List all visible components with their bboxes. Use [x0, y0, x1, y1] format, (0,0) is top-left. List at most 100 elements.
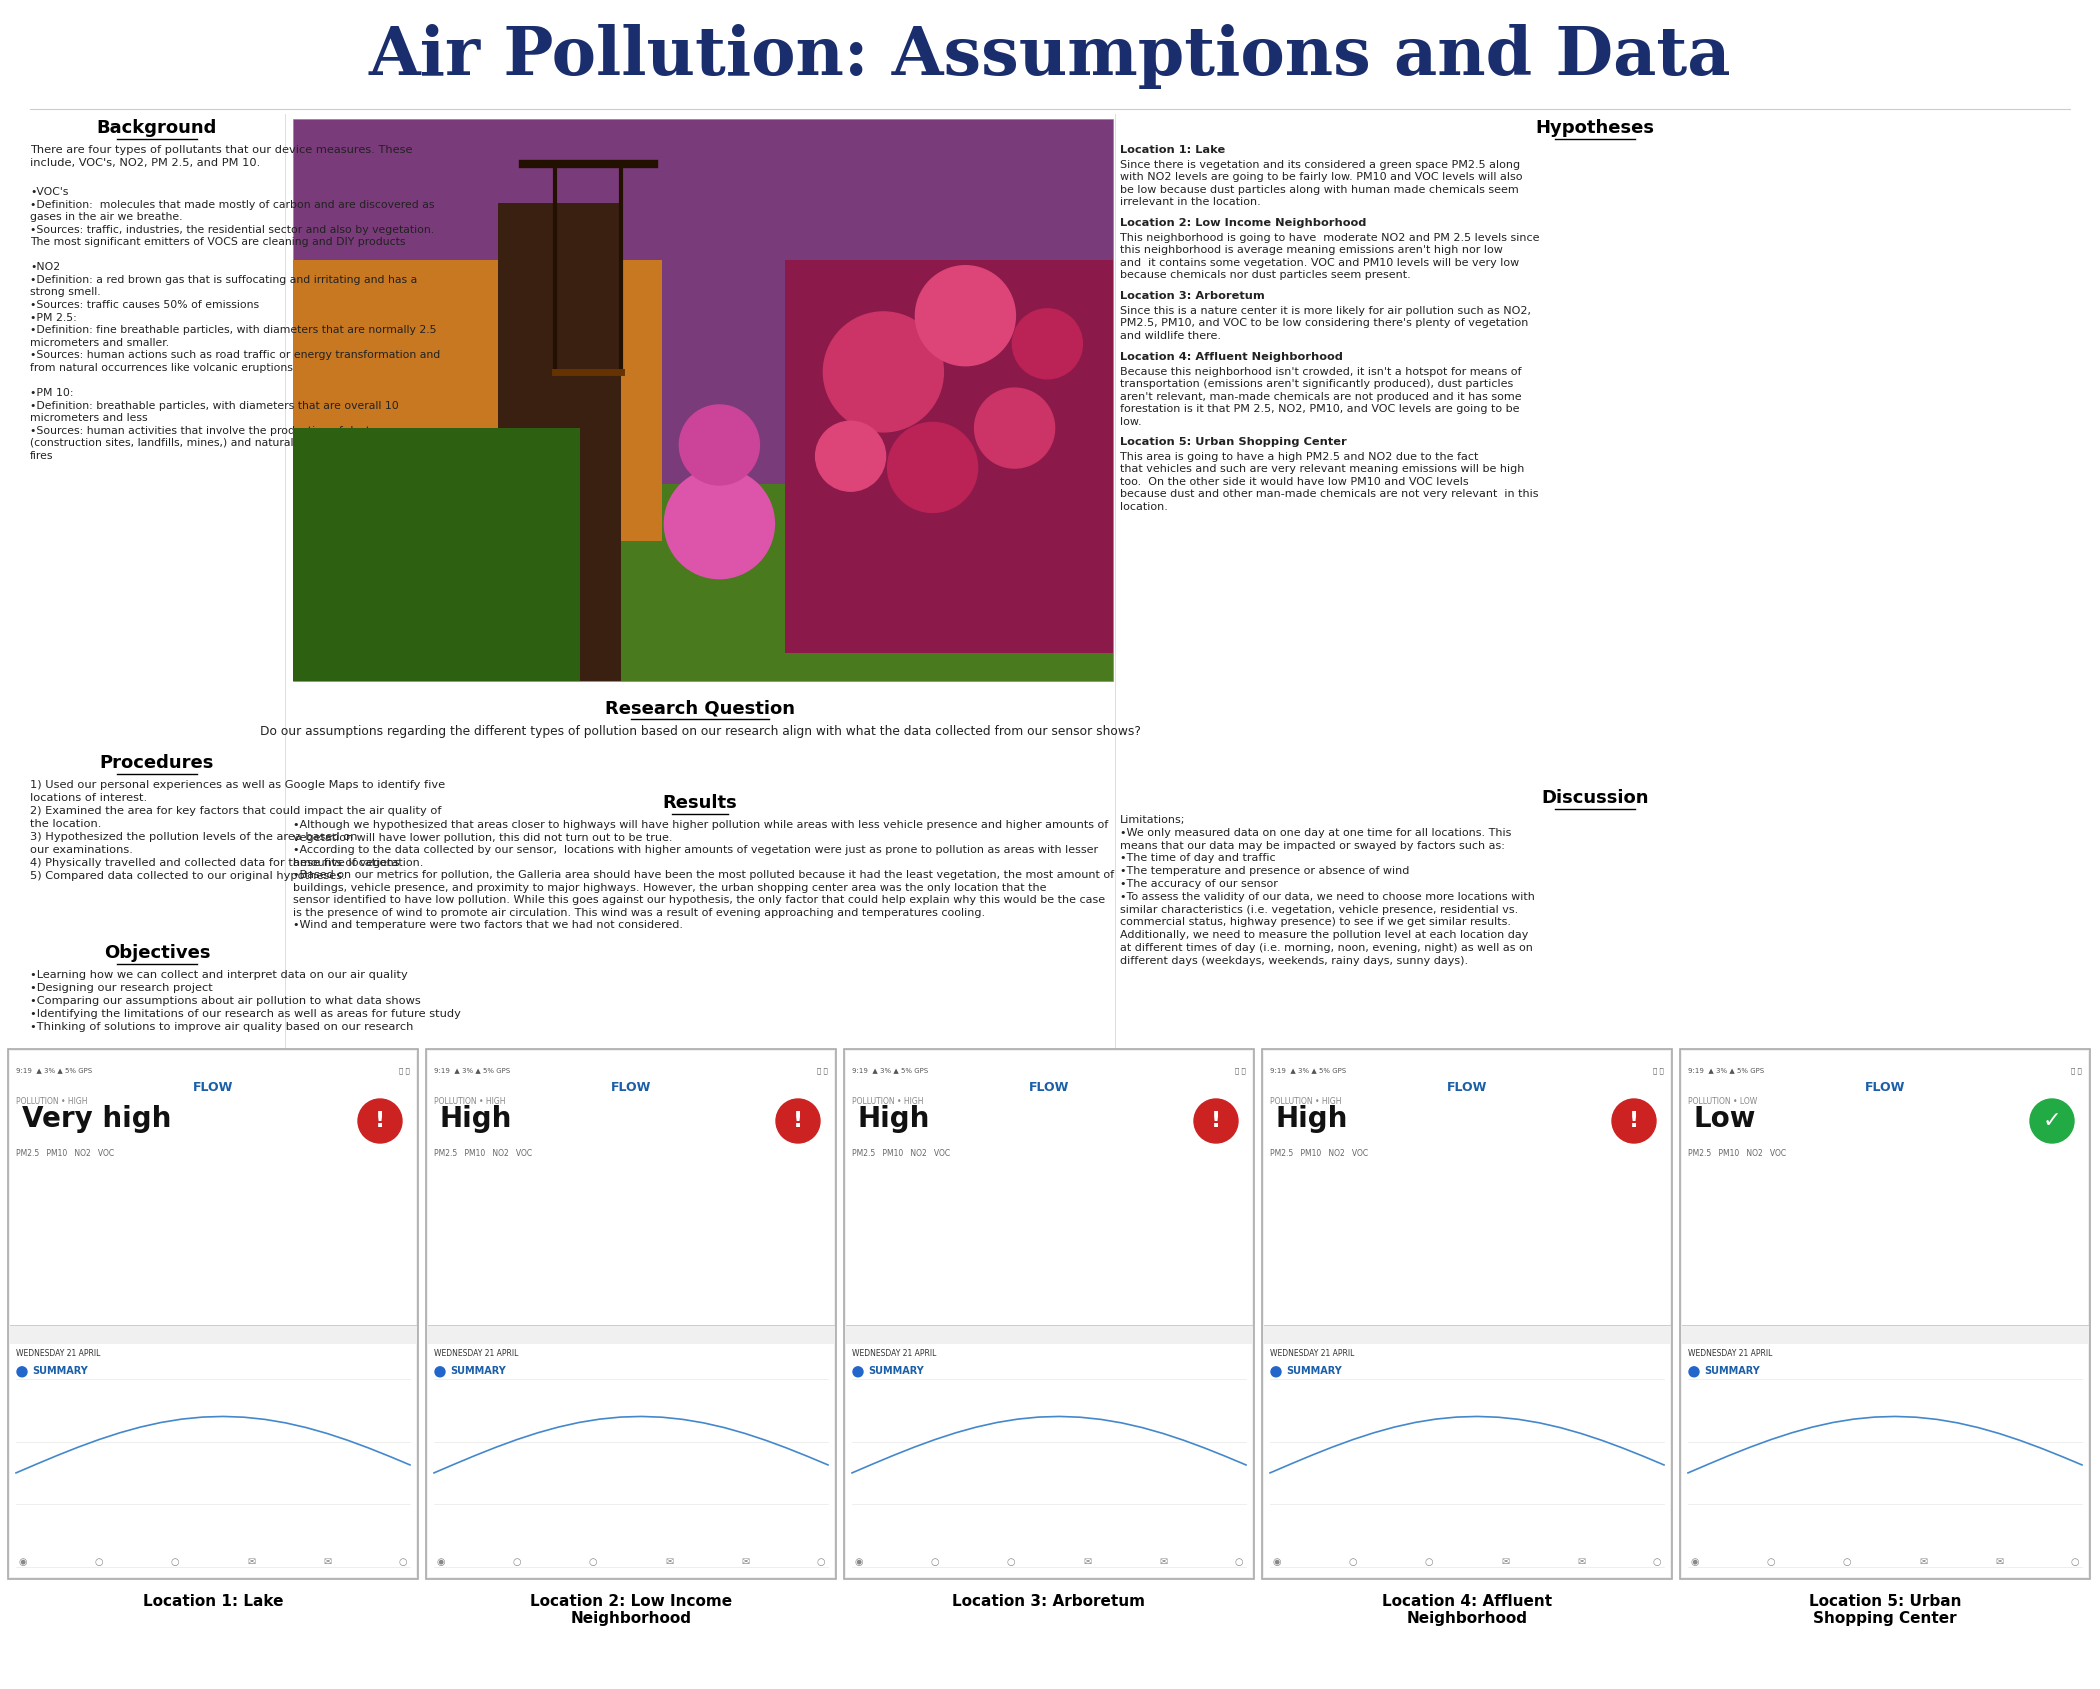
FancyBboxPatch shape: [498, 203, 622, 681]
Text: Location 4: Affluent Neighborhood: Location 4: Affluent Neighborhood: [1119, 351, 1342, 361]
FancyBboxPatch shape: [844, 1049, 1254, 1579]
Text: WEDNESDAY 21 APRIL: WEDNESDAY 21 APRIL: [17, 1350, 101, 1358]
Text: FLOW: FLOW: [1029, 1081, 1069, 1094]
Text: •Although we hypothesized that areas closer to highways will have higher polluti: •Although we hypothesized that areas clo…: [294, 819, 1115, 931]
Text: FLOW: FLOW: [1447, 1081, 1487, 1094]
Text: 9:19  ▲ 3% ▲ 5% GPS: 9:19 ▲ 3% ▲ 5% GPS: [17, 1067, 92, 1073]
Circle shape: [664, 468, 775, 579]
Text: Location 5: Urban Shopping Center: Location 5: Urban Shopping Center: [1119, 437, 1346, 448]
Text: This neighborhood is going to have  moderate NO2 and PM 2.5 levels since
this ne: This neighborhood is going to have moder…: [1119, 233, 1539, 280]
FancyBboxPatch shape: [428, 1051, 834, 1324]
Text: ○: ○: [1844, 1557, 1852, 1567]
Text: There are four types of pollutants that our device measures. These
include, VOC': There are four types of pollutants that …: [29, 145, 412, 167]
Circle shape: [1195, 1100, 1239, 1143]
Text: Very high: Very high: [21, 1105, 172, 1133]
Text: Objectives: Objectives: [103, 944, 210, 963]
Text: •Learning how we can collect and interpret data on our air quality
•Designing ou: •Learning how we can collect and interpr…: [29, 969, 460, 1032]
Text: High: High: [1277, 1105, 1348, 1133]
Text: Do our assumptions regarding the different types of pollution based on our resea: Do our assumptions regarding the differe…: [260, 725, 1140, 738]
Text: ○: ○: [817, 1557, 825, 1567]
FancyBboxPatch shape: [294, 260, 662, 540]
Text: ◉: ◉: [1690, 1557, 1699, 1567]
Circle shape: [2031, 1100, 2075, 1143]
Text: POLLUTION • LOW: POLLUTION • LOW: [1688, 1096, 1758, 1106]
Text: ◉: ◉: [437, 1557, 445, 1567]
FancyBboxPatch shape: [10, 1051, 416, 1324]
Circle shape: [1613, 1100, 1657, 1143]
Text: POLLUTION • HIGH: POLLUTION • HIGH: [1270, 1096, 1342, 1106]
Text: ◉: ◉: [855, 1557, 863, 1567]
FancyBboxPatch shape: [1680, 1049, 2090, 1579]
Circle shape: [357, 1100, 401, 1143]
Text: 9:19  ▲ 3% ▲ 5% GPS: 9:19 ▲ 3% ▲ 5% GPS: [1270, 1067, 1346, 1073]
Text: 9:19  ▲ 3% ▲ 5% GPS: 9:19 ▲ 3% ▲ 5% GPS: [853, 1067, 928, 1073]
Text: 🔋 📶: 🔋 📶: [817, 1067, 827, 1074]
Text: Research Question: Research Question: [605, 699, 796, 718]
Text: 🔋 📶: 🔋 📶: [399, 1067, 410, 1074]
Text: WEDNESDAY 21 APRIL: WEDNESDAY 21 APRIL: [1688, 1350, 1772, 1358]
Text: ✉: ✉: [1995, 1557, 2003, 1567]
Text: ○: ○: [94, 1557, 103, 1567]
Text: SUMMARY: SUMMARY: [1703, 1366, 1760, 1377]
Text: ○: ○: [1653, 1557, 1661, 1567]
Text: ○: ○: [1766, 1557, 1774, 1567]
Text: ✉: ✉: [1502, 1557, 1510, 1567]
Circle shape: [815, 421, 886, 491]
Text: ✉: ✉: [1084, 1557, 1092, 1567]
Circle shape: [1688, 1366, 1699, 1377]
Text: This area is going to have a high PM2.5 and NO2 due to the fact
that vehicles an: This area is going to have a high PM2.5 …: [1119, 453, 1539, 512]
Text: ○: ○: [1424, 1557, 1432, 1567]
Text: Procedures: Procedures: [101, 753, 214, 772]
Text: !: !: [376, 1111, 384, 1132]
Text: PM2.5   PM10   NO2   VOC: PM2.5 PM10 NO2 VOC: [1270, 1149, 1367, 1159]
Text: Hypotheses: Hypotheses: [1535, 118, 1655, 137]
Text: ✉: ✉: [248, 1557, 254, 1567]
Text: ✓: ✓: [2043, 1111, 2062, 1132]
FancyBboxPatch shape: [1682, 1344, 2087, 1578]
Text: ✉: ✉: [1919, 1557, 1928, 1567]
Circle shape: [888, 422, 979, 512]
Text: SUMMARY: SUMMARY: [449, 1366, 506, 1377]
Text: ○: ○: [399, 1557, 407, 1567]
Text: ✉: ✉: [666, 1557, 674, 1567]
FancyBboxPatch shape: [294, 118, 1113, 681]
Text: ○: ○: [1235, 1557, 1243, 1567]
Text: Low: Low: [1695, 1105, 1756, 1133]
FancyBboxPatch shape: [1264, 1051, 1670, 1324]
Text: SUMMARY: SUMMARY: [32, 1366, 88, 1377]
Text: ○: ○: [588, 1557, 596, 1567]
FancyBboxPatch shape: [846, 1344, 1252, 1578]
Text: •VOC's
•Definition:  molecules that made mostly of carbon and are discovered as
: •VOC's •Definition: molecules that made …: [29, 187, 441, 461]
Text: Location 1: Lake: Location 1: Lake: [1119, 145, 1224, 155]
Text: 🔋 📶: 🔋 📶: [2071, 1067, 2081, 1074]
Text: Discussion: Discussion: [1541, 789, 1648, 807]
Text: FLOW: FLOW: [1865, 1081, 1905, 1094]
Circle shape: [17, 1366, 27, 1377]
Text: PM2.5   PM10   NO2   VOC: PM2.5 PM10 NO2 VOC: [853, 1149, 949, 1159]
FancyBboxPatch shape: [428, 1344, 834, 1578]
Text: ◉: ◉: [19, 1557, 27, 1567]
Text: FLOW: FLOW: [193, 1081, 233, 1094]
Text: ○: ○: [1006, 1557, 1014, 1567]
FancyBboxPatch shape: [785, 260, 1113, 654]
FancyBboxPatch shape: [294, 427, 580, 681]
Text: POLLUTION • HIGH: POLLUTION • HIGH: [853, 1096, 924, 1106]
Text: 9:19  ▲ 3% ▲ 5% GPS: 9:19 ▲ 3% ▲ 5% GPS: [1688, 1067, 1764, 1073]
Text: SUMMARY: SUMMARY: [1285, 1366, 1342, 1377]
FancyBboxPatch shape: [846, 1051, 1252, 1324]
FancyBboxPatch shape: [426, 1049, 836, 1579]
Text: ○: ○: [512, 1557, 521, 1567]
Text: POLLUTION • HIGH: POLLUTION • HIGH: [435, 1096, 506, 1106]
FancyBboxPatch shape: [1262, 1049, 1672, 1579]
Text: Location 3: Arboretum: Location 3: Arboretum: [1119, 291, 1264, 301]
Text: High: High: [441, 1105, 512, 1133]
Circle shape: [435, 1366, 445, 1377]
Text: WEDNESDAY 21 APRIL: WEDNESDAY 21 APRIL: [435, 1350, 519, 1358]
Circle shape: [974, 388, 1054, 468]
Text: !: !: [1630, 1111, 1640, 1132]
FancyBboxPatch shape: [1264, 1344, 1670, 1578]
Text: 9:19  ▲ 3% ▲ 5% GPS: 9:19 ▲ 3% ▲ 5% GPS: [435, 1067, 510, 1073]
Text: 1) Used our personal experiences as well as Google Maps to identify five
locatio: 1) Used our personal experiences as well…: [29, 780, 445, 882]
Text: Location 3: Arboretum: Location 3: Arboretum: [953, 1594, 1144, 1610]
Text: WEDNESDAY 21 APRIL: WEDNESDAY 21 APRIL: [853, 1350, 937, 1358]
